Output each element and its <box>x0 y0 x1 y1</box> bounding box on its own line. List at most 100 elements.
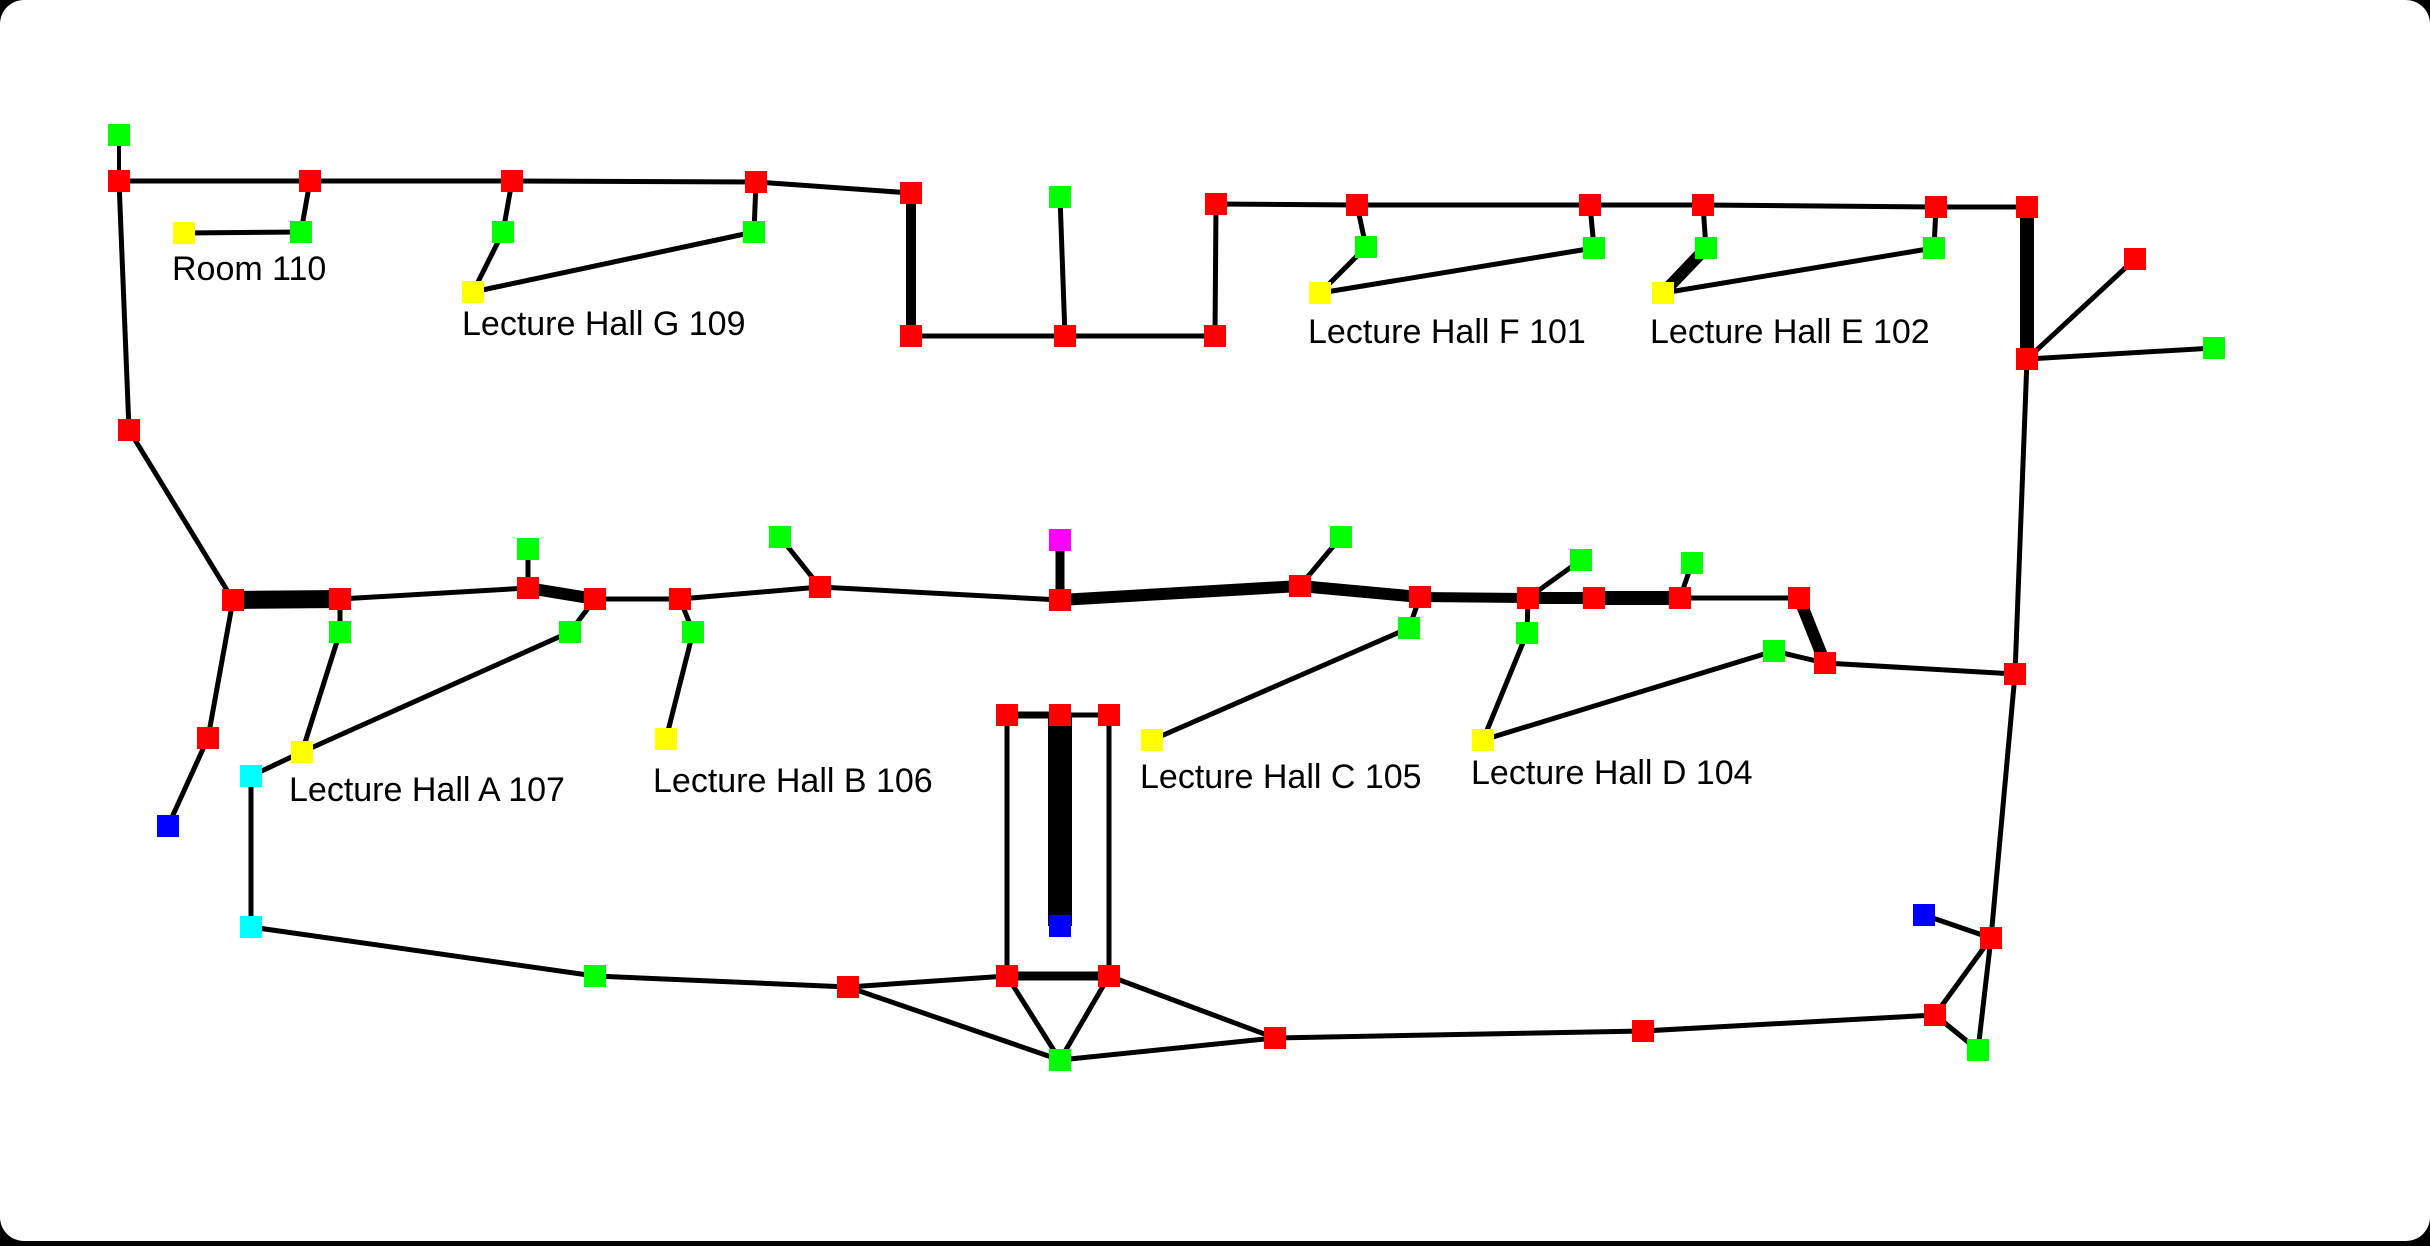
waypoint-node-b3 <box>1204 325 1226 347</box>
waypoint-node-e1 <box>2016 348 2038 370</box>
node-layer <box>108 124 2225 1071</box>
label-lecture-hall-c-105: Lecture Hall C 105 <box>1140 758 1422 796</box>
room-node-cy <box>1141 729 1163 751</box>
waypoint-node-bt2 <box>837 976 859 998</box>
edge-t4-t5 <box>755 179 912 196</box>
edge-bt9-sb2 <box>1923 912 1992 941</box>
edge-ag1-ay <box>299 631 343 753</box>
waypoint-node-bt4 <box>1098 965 1120 987</box>
edge-m5-m6 <box>679 584 821 602</box>
waypoint-node-t8 <box>1579 194 1601 216</box>
edge-bt1-bt2 <box>594 973 849 990</box>
waypoint-node-n1 <box>1814 652 1836 674</box>
waypoint-node-m13 <box>1788 587 1810 609</box>
waypoint-node-m9 <box>1409 586 1431 608</box>
waypoint-node-t1 <box>108 170 130 192</box>
waypoint-node-t5 <box>900 182 922 204</box>
waypoint-node-m12 <box>1669 587 1691 609</box>
edge-m8-m9 <box>1299 580 1421 603</box>
edge-t6-t7 <box>1215 201 1358 208</box>
room-node-hgy <box>462 281 484 303</box>
door-node-mg5 <box>1681 552 1703 574</box>
door-node-bt5 <box>1049 1049 1071 1071</box>
edge-t9-t10 <box>1702 202 1937 210</box>
label-lecture-hall-g-109: Lecture Hall G 109 <box>462 305 746 343</box>
door-node-bg <box>682 621 704 643</box>
edge-m3-m4 <box>527 582 596 605</box>
waypoint-node-b2 <box>1054 325 1076 347</box>
stair-node-sb2 <box>1913 904 1935 926</box>
edge-m2-m3 <box>339 585 529 602</box>
edge-b3-t6 <box>1212 203 1219 337</box>
edge-bt2-bt3 <box>847 973 1008 990</box>
edge-n1-n2 <box>1824 660 2016 677</box>
waypoint-node-l1 <box>118 419 140 441</box>
waypoint-node-m1 <box>222 589 244 611</box>
elevator-node-mm <box>1049 529 1071 551</box>
edge-m9-m10 <box>1419 592 1529 603</box>
waypoint-node-t11 <box>2016 196 2038 218</box>
door-node-hgg <box>492 221 514 243</box>
door-node-dg2 <box>1763 640 1785 662</box>
edge-c2-bt1 <box>250 924 596 979</box>
edge-bt4-bt5 <box>1057 974 1112 1062</box>
door-node-fg <box>1355 236 1377 258</box>
waypoint-node-m4 <box>584 588 606 610</box>
door-node-mg3 <box>1330 526 1352 548</box>
door-node-hgg2 <box>743 221 765 243</box>
edge-dy-dg2 <box>1482 648 1775 743</box>
room-node-r110y <box>173 222 195 244</box>
edge-m1-w1 <box>205 599 236 739</box>
waypoint-node-bt7 <box>1632 1020 1654 1042</box>
waypoint-node-w1 <box>197 727 219 749</box>
waypoint-node-m2 <box>329 588 351 610</box>
edge-l1-m1 <box>126 428 236 602</box>
edge-bt8-bt9 <box>1932 936 1994 1017</box>
edge-t1-l1 <box>116 180 132 431</box>
edge-ng-b2 <box>1057 196 1068 337</box>
door-node-dg <box>1516 622 1538 644</box>
waypoint-node-m6 <box>809 576 831 598</box>
waypoint-node-m11 <box>1583 587 1605 609</box>
stair-node-wb <box>157 815 179 837</box>
edge-e1-er <box>2025 257 2137 361</box>
room-node-ey <box>1652 282 1674 304</box>
door-node-eg3 <box>2203 337 2225 359</box>
door-node-bt1 <box>584 965 606 987</box>
door-node-t1g <box>108 124 130 146</box>
edge-bt7-bt8 <box>1642 1012 1936 1034</box>
label-lecture-hall-b-106: Lecture Hall B 106 <box>653 762 933 800</box>
waypoint-node-t10 <box>1925 196 1947 218</box>
edge-cg-cy <box>1151 625 1410 743</box>
edge-m7-m8 <box>1059 580 1301 606</box>
edge-bt9-n2 <box>1988 673 2018 939</box>
entrance-node-ac <box>240 765 262 787</box>
edge-r110y-r110g <box>183 229 302 236</box>
label-room-110: Room 110 <box>172 250 326 288</box>
waypoint-node-bt8 <box>1924 1004 1946 1026</box>
label-layer: Room 110 Lecture Hall G 109 Lecture Hall… <box>172 250 1930 809</box>
door-node-eg2 <box>1923 237 1945 259</box>
edge-ey-eg2 <box>1662 245 1935 296</box>
edge-bt2-bt5 <box>847 984 1061 1063</box>
room-node-dy <box>1472 729 1494 751</box>
edge-w1-wb <box>165 736 211 828</box>
room-node-ay <box>291 741 313 763</box>
edge-e1-eg3 <box>2026 345 2215 362</box>
edge-bt4-bt6 <box>1108 973 1276 1041</box>
edge-m1-m2 <box>232 590 341 609</box>
door-node-cg <box>1398 617 1420 639</box>
edge-m6-m7 <box>819 584 1061 603</box>
label-lecture-hall-a-107: Lecture Hall A 107 <box>289 771 565 809</box>
waypoint-node-b1 <box>900 325 922 347</box>
edge-hgy-hgg2 <box>472 229 755 295</box>
door-node-eg <box>1695 237 1717 259</box>
door-node-ag2 <box>559 621 581 643</box>
waypoint-node-t6 <box>1205 193 1227 215</box>
waypoint-node-t9 <box>1692 194 1714 216</box>
waypoint-node-m10 <box>1517 587 1539 609</box>
waypoint-node-bt9 <box>1980 927 2002 949</box>
door-node-r110g <box>290 221 312 243</box>
